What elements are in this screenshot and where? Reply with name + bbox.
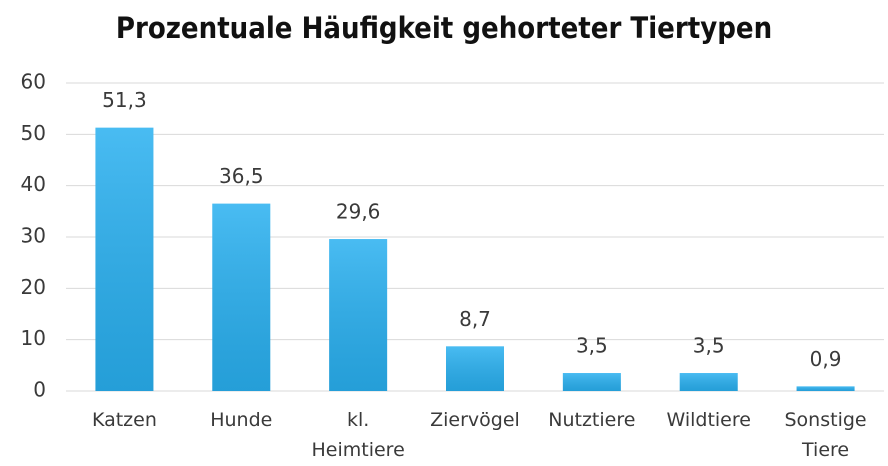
data-label: 0,9 <box>810 347 842 371</box>
data-label: 29,6 <box>336 200 381 224</box>
x-tick-label: Ziervögel <box>430 409 520 431</box>
x-tick-label: Nutztiere <box>548 409 636 431</box>
bar-shade <box>562 373 621 391</box>
x-tick-label: Sonstige Tiere <box>784 409 867 461</box>
bar-shade <box>212 203 271 391</box>
y-tick-label: 50 <box>21 121 46 145</box>
bar-shade <box>446 346 504 391</box>
bar-shade <box>329 239 388 391</box>
y-tick-label: 10 <box>21 326 46 350</box>
data-label: 8,7 <box>459 307 491 331</box>
data-label: 51,3 <box>102 88 147 112</box>
data-label: 3,5 <box>576 334 608 358</box>
y-tick-label: 40 <box>21 172 46 196</box>
x-tick-label: Wildtiere <box>666 409 751 431</box>
y-tick-label: 30 <box>21 224 46 248</box>
y-tick-label: 0 <box>33 378 46 402</box>
x-tick-label: Hunde <box>210 409 273 431</box>
x-tick-label: kl. Heimtiere <box>311 409 405 461</box>
data-label: 36,5 <box>219 164 264 188</box>
bar-shade <box>679 373 738 391</box>
data-label: 3,5 <box>693 334 725 358</box>
y-tick-label: 20 <box>21 275 46 299</box>
y-tick-label: 60 <box>21 70 46 94</box>
bar-shade <box>95 127 154 391</box>
chart-title: Prozentuale Häufigkeit gehorteter Tierty… <box>116 11 772 45</box>
x-tick-label: Katzen <box>91 409 157 431</box>
bar-shade <box>796 386 855 391</box>
